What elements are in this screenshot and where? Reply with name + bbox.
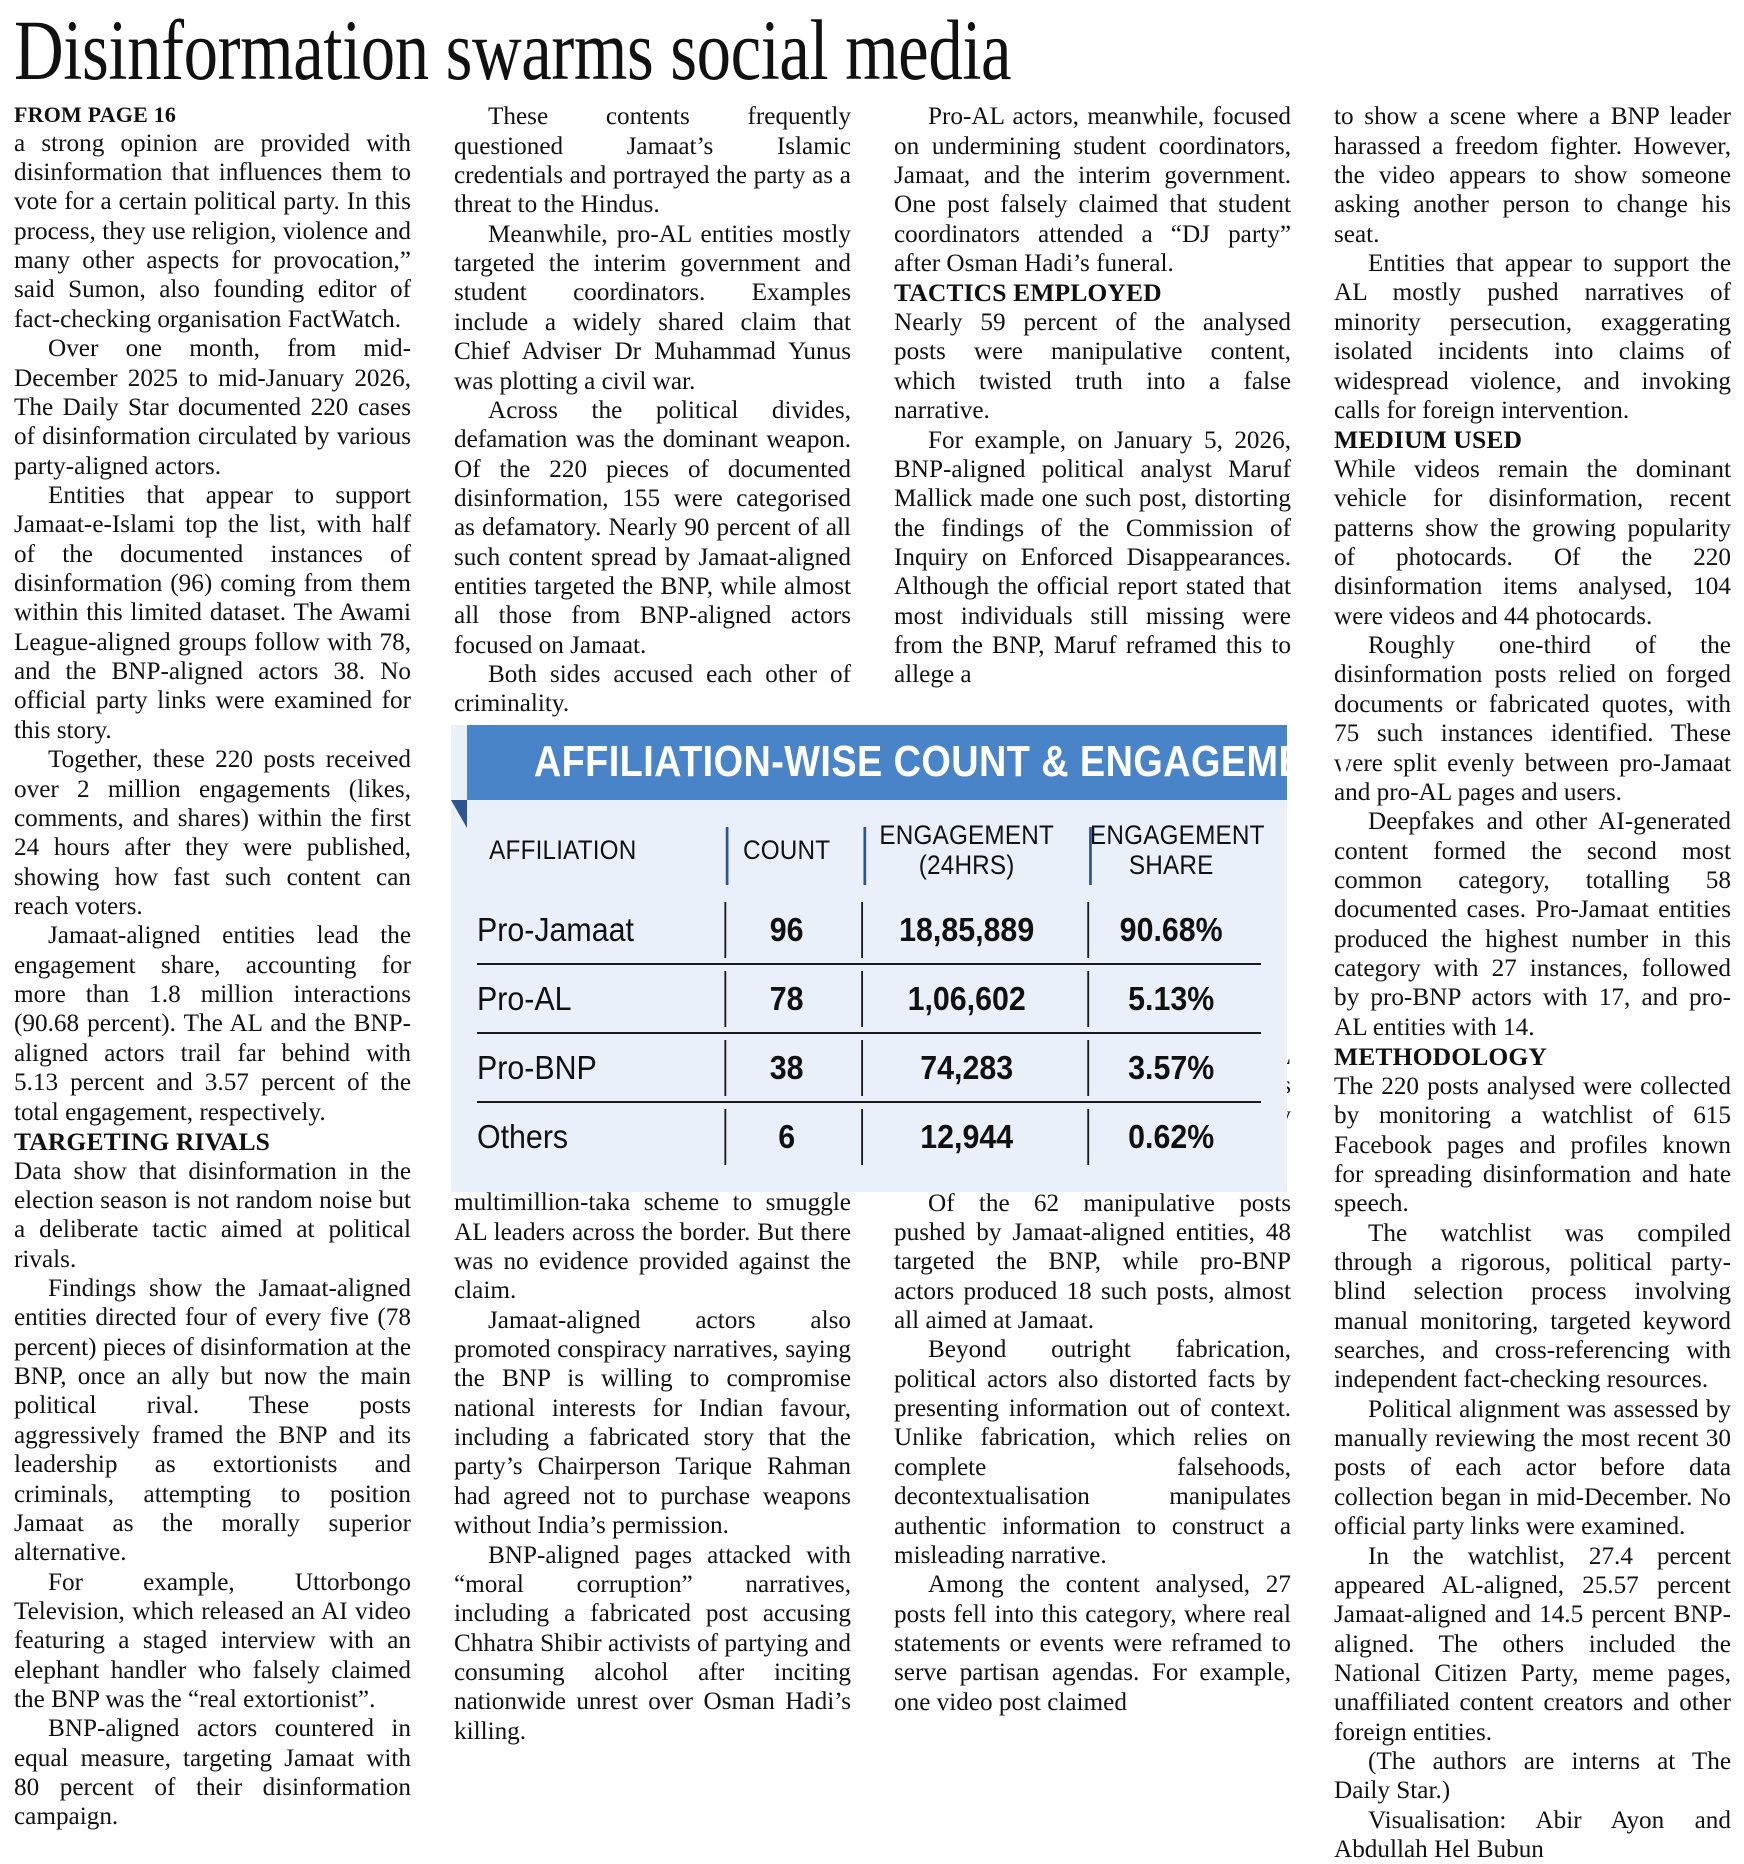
section-heading-targeting-rivals: TARGETING RIVALS [14,1126,270,1156]
paragraph: Together, these 220 posts received over … [14,746,411,920]
cell-count: 96 [724,896,848,964]
paragraph: Entities that appear to support the AL m… [1334,250,1731,424]
page-title: Disinformation swarms social media [14,2,1012,98]
paragraph: The 220 posts analysed were collected by… [1334,1072,1731,1218]
paragraph: For example, on January 5, 2026, BNP-ali… [894,426,1291,689]
paragraph: a strong opinion are provided with disin… [14,129,411,333]
cell-engagement-share: 0.62% [1086,1101,1254,1171]
table-row: Others 6 12,944 0.62% [477,1101,1261,1171]
table-header: AFFILIATION COUNT ENGAGEMENT (24HRS) ENG… [477,816,1264,896]
column-header-engagement-line1: ENGAGEMENT [879,819,1055,850]
cell-affiliation: Pro-AL [477,963,701,1034]
cell-count: 38 [724,1032,848,1103]
infographic-banner: AFFILIATION-WISE COUNT & ENGAGEMENT [451,724,1355,828]
cell-engagement: 18,85,889 [861,896,1071,964]
paragraph: Jamaat-aligned actors also promoted cons… [454,1306,851,1540]
paragraph: The watchlist was compiled through a rig… [1334,1219,1731,1394]
paragraph: While videos remain the dominant vehicle… [1334,455,1731,630]
infographic-body: AFFILIATION COUNT ENGAGEMENT (24HRS) ENG… [451,800,1287,1192]
paragraph: Meanwhile, pro-AL entities mostly target… [454,220,851,395]
cell-count: 78 [724,963,848,1034]
newspaper-page: Disinformation swarms social media FROM … [14,2,1731,1863]
cell-affiliation: Others [477,1101,701,1171]
paragraph: Over one month, from mid-December 2025 t… [14,335,411,480]
cell-count: 6 [724,1101,848,1171]
paragraph: Data show that disinformation in the ele… [14,1157,411,1273]
column-header-affiliation: AFFILIATION [489,834,637,865]
paragraph: Pro-AL actors, meanwhile, focused on und… [894,103,1291,278]
paragraph: Nearly 59 percent of the analysed posts … [894,309,1291,425]
section-heading-tactics-employed: TACTICS EMPLOYED [894,278,1162,308]
column-header-share-line2: SHARE [1128,850,1214,881]
column-header-share-line1: ENGAGEMENT [1089,819,1265,850]
section-heading-methodology: METHODOLOGY [1334,1042,1547,1072]
article-column-1: FROM PAGE 16 a strong opinion are provid… [14,102,411,1832]
paragraph: Roughly one-third of the disinformation … [1334,632,1731,806]
paragraph: Jamaat-aligned entities lead the engagem… [14,922,411,1126]
cell-engagement: 1,06,602 [861,963,1072,1034]
paragraph: For example, Uttorbongo Television, whic… [14,1568,411,1714]
paragraph: Deepfakes and other AI-generated content… [1334,808,1731,1041]
paragraph-visualisation-credit: Visualisation: Abir Ayon and Abdullah He… [1334,1806,1731,1864]
table-row: Pro-Jamaat 96 18,85,889 90.68% [477,896,1261,964]
infographic-title: AFFILIATION-WISE COUNT & ENGAGEMENT [533,736,1356,786]
table-header-row: AFFILIATION COUNT ENGAGEMENT (24HRS) ENG… [477,816,1264,896]
column-header-engagement-share: ENGAGEMENT SHARE [1088,816,1264,896]
paragraph: Of the 62 manipulative posts pushed by J… [894,1189,1291,1335]
from-page-kicker: FROM PAGE 16 [14,102,177,128]
paragraph: These contents frequently questioned Jam… [454,103,851,219]
section-heading-medium-used: MEDIUM USED [1334,425,1523,455]
paragraph: to show a scene where a BNP leader haras… [1334,103,1731,248]
affiliation-table: AFFILIATION COUNT ENGAGEMENT (24HRS) ENG… [477,816,1264,1171]
column-header-engagement: ENGAGEMENT (24HRS) [863,816,1070,896]
cell-affiliation: Pro-BNP [477,1032,701,1103]
paragraph: Both sides accused each other of crimina… [454,661,851,718]
table-row: Pro-BNP 38 74,283 3.57% [477,1032,1261,1103]
paragraph: Beyond outright fabrication, political a… [894,1336,1291,1569]
table-row: Pro-AL 78 1,06,602 5.13% [477,963,1261,1034]
article-columns: FROM PAGE 16 a strong opinion are provid… [14,102,1731,1864]
paragraph: Findings show the Jamaat-aligned entitie… [14,1275,411,1567]
paragraph: Across the political divides, defamation… [454,396,851,659]
column-header-count: COUNT [725,816,847,896]
paragraph: BNP-aligned pages attacked with “moral c… [454,1541,851,1745]
affiliation-engagement-infographic: AFFILIATION-WISE COUNT & ENGAGEMENT AFFI… [451,724,1355,1193]
paragraph: Among the content analysed, 27 posts fel… [894,1571,1291,1716]
paragraph: Entities that appear to support Jamaat-e… [14,481,411,744]
cell-affiliation: Pro-Jamaat [477,911,634,949]
cell-engagement-share: 5.13% [1086,963,1254,1034]
paragraph-authors-note: (The authors are interns at The Daily St… [1334,1748,1731,1805]
cell-engagement: 74,283 [861,1032,1072,1103]
paragraph: In the watchlist, 27.4 percent appeared … [1334,1542,1731,1746]
paragraph: BNP-aligned actors countered in equal me… [14,1715,411,1831]
banner-fold-decoration [451,799,467,828]
table-body: Pro-Jamaat 96 18,85,889 90.68% Pro-AL 78… [477,896,1261,1171]
paragraph: Political alignment was assessed by manu… [1334,1395,1731,1541]
article-column-4: to show a scene where a BNP leader haras… [1334,102,1731,1864]
cell-engagement-share: 3.57% [1086,1032,1254,1103]
cell-engagement-share: 90.68% [1086,896,1254,964]
column-header-engagement-line2: (24HRS) [919,850,1015,881]
cell-engagement: 12,944 [861,1101,1072,1171]
